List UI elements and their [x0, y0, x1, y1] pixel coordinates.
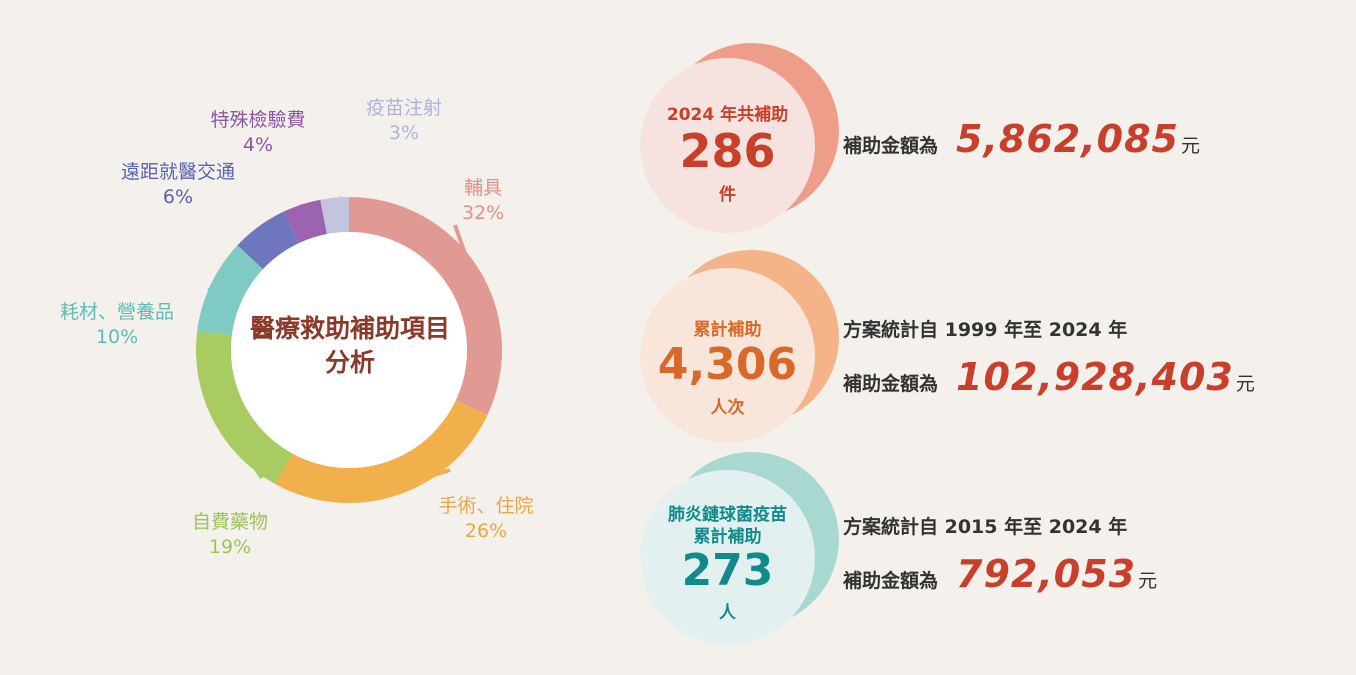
stat-2-amount-label: 補助金額為 — [843, 373, 939, 395]
slice-label: 輔具 32% — [462, 176, 504, 226]
stat-3-amount-label: 補助金額為 — [843, 570, 939, 592]
bubble-1-number: 286 — [679, 124, 776, 178]
slice-label-value: 26% — [464, 520, 508, 542]
bubble-3-number: 273 — [681, 545, 774, 596]
slice-label-value: 32% — [462, 202, 505, 224]
stat-2-period: 方案統計自 1999 年至 2024 年 — [843, 319, 1128, 341]
slice-label-value: 19% — [208, 536, 252, 558]
slice-label-value: 10% — [95, 326, 139, 348]
bubble-3 — [640, 470, 815, 645]
slice-label-name: 耗材、營養品 — [60, 301, 175, 323]
leader-line — [207, 286, 219, 292]
bubble-3-title: 肺炎鏈球菌疫苗 — [668, 505, 787, 525]
stat-3-period: 方案統計自 2015 年至 2024 年 — [843, 516, 1128, 538]
slice-label-name: 疫苗注射 — [366, 97, 443, 119]
leader-line — [247, 230, 265, 240]
donut-hole — [231, 232, 467, 468]
stat-2-amount-row: 補助金額為 102,928,403 元 — [843, 355, 1255, 399]
bubble-2 — [640, 268, 815, 443]
slice-label-value: 4% — [242, 134, 274, 156]
bubble-1 — [640, 58, 815, 233]
slice-label-name: 遠距就醫交通 — [121, 161, 236, 183]
chart-title: 醫療救助補助項目分析 — [250, 314, 451, 377]
slice-label: 遠距就醫交通 6% — [121, 160, 235, 210]
slice-label: 特殊檢驗費 4% — [211, 108, 306, 158]
stat-3-amount: 792,053 — [956, 552, 1137, 596]
leader-line — [218, 414, 264, 480]
slice-label-name: 特殊檢驗費 — [210, 109, 306, 131]
bubble-2-unit: 人次 — [710, 398, 745, 418]
slice-label: 耗材、營養品 10% — [60, 300, 174, 350]
donut-slice — [197, 245, 263, 336]
stat-1-amount-row: 補助金額為 5,862,085 元 — [843, 117, 1200, 161]
slice-label-name: 手術、住院 — [438, 495, 534, 517]
leader-line — [393, 468, 451, 490]
donut-chart — [196, 195, 502, 504]
bubble-3-unit: 人 — [719, 603, 736, 623]
donut-slice — [283, 199, 327, 244]
leader-line — [298, 203, 306, 214]
bubble-3-title2: 累計補助 — [693, 527, 762, 547]
slice-label: 疫苗注射 3% — [366, 96, 442, 146]
stat-3-amount-row: 補助金額為 792,053 元 — [843, 552, 1157, 596]
donut-slice — [320, 197, 349, 235]
donut-slice — [237, 211, 299, 270]
bubble-1-title: 2024 年共補助 — [666, 105, 789, 125]
stat-1-amount-unit: 元 — [1180, 135, 1200, 157]
leader-line — [453, 224, 474, 273]
donut-slice — [275, 400, 488, 504]
stat-1-amount-label: 補助金額為 — [843, 135, 939, 157]
slice-label: 手術、住院 26% — [439, 494, 534, 544]
slice-label-name: 輔具 — [464, 177, 503, 199]
slice-label: 自費藥物 19% — [192, 510, 268, 560]
stat-1-amount: 5,862,085 — [956, 117, 1179, 161]
slice-label-value: 6% — [162, 186, 194, 208]
leader-line — [333, 195, 344, 207]
stat-2-amount-unit: 元 — [1235, 373, 1255, 395]
bubble-2-number: 4,306 — [657, 339, 798, 390]
bubble-1-unit: 件 — [719, 185, 736, 205]
donut-slice — [196, 330, 293, 485]
stat-3-amount-unit: 元 — [1138, 570, 1158, 592]
slice-label-name: 自費藥物 — [192, 511, 269, 533]
bubble-2-title: 累計補助 — [693, 320, 762, 340]
stat-2-amount: 102,928,403 — [956, 355, 1234, 399]
slice-label-value: 3% — [388, 122, 420, 144]
